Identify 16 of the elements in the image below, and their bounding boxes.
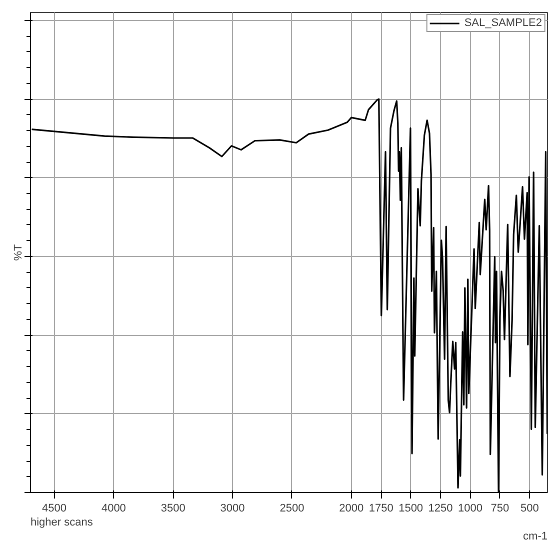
x-tick-label: 1250 — [428, 502, 453, 514]
x-tick-label: 2000 — [339, 502, 364, 514]
x-tick-label: 3500 — [160, 502, 186, 514]
x-tick-label: 3000 — [220, 502, 245, 514]
text: higher scans — [30, 516, 94, 528]
x-tick-label: 1000 — [458, 502, 482, 514]
legend-label: SAL_SAMPLE2 — [464, 17, 542, 29]
x-tick-label: 1750 — [368, 502, 394, 514]
y-axis-title: %T — [12, 244, 24, 261]
x-axis-title: cm-1 — [523, 530, 548, 542]
x-tick-label: 4000 — [101, 502, 126, 514]
x-tick-label: 2500 — [280, 502, 304, 514]
x-tick-label: 1500 — [398, 502, 424, 514]
x-tick-label: 500 — [520, 502, 539, 514]
x-tick-label: 4500 — [42, 502, 67, 514]
x-tick-label: 750 — [490, 502, 510, 514]
